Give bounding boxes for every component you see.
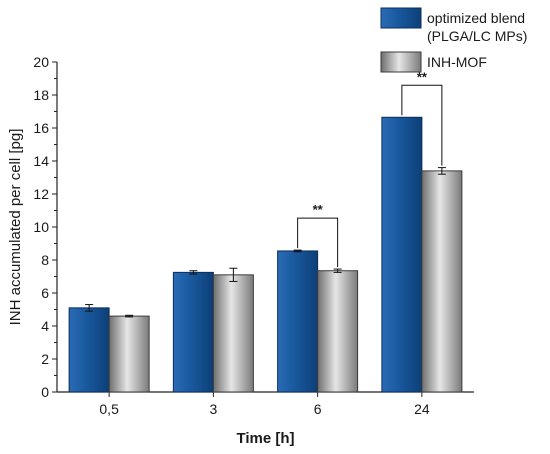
legend-label: optimized blend (PLGA/LC MPs) <box>427 10 527 44</box>
bar-inh-mof <box>108 315 150 393</box>
y-tick-label: 10 <box>33 219 49 235</box>
y-tick-label: 14 <box>33 153 49 169</box>
x-tick-label: 0,5 <box>99 401 119 417</box>
y-tick-label: 18 <box>33 87 49 103</box>
bar-inh-mof <box>421 170 463 393</box>
y-tick-label: 4 <box>41 318 49 334</box>
y-tick-label: 6 <box>41 285 49 301</box>
x-tick-label: 6 <box>314 401 322 417</box>
y-tick-label: 16 <box>33 120 49 136</box>
legend: optimized blend (PLGA/LC MPs) INH-MOF <box>380 7 527 73</box>
y-axis-label: INH accumulated per cell [pg] <box>7 129 24 326</box>
significance-label: ** <box>313 202 324 217</box>
legend-swatch-optimized-blend <box>380 7 422 29</box>
bar-optimized-blend <box>68 307 110 393</box>
y-tick-label: 20 <box>33 54 49 70</box>
significance-label: ** <box>417 69 428 84</box>
x-axis-label: Time [h] <box>236 430 294 447</box>
bar-optimized-blend <box>277 250 319 393</box>
y-tick-label: 12 <box>33 186 49 202</box>
significance-bracket <box>297 217 339 268</box>
bar-optimized-blend <box>172 271 214 393</box>
significance-bracket <box>401 84 443 166</box>
bar-optimized-blend <box>381 116 423 393</box>
y-tick-label: 2 <box>41 351 49 367</box>
bar-inh-mof <box>212 274 254 393</box>
x-tick-label: 3 <box>209 401 217 417</box>
legend-swatch-inh-mof <box>380 51 422 73</box>
bar-inh-mof <box>317 270 359 393</box>
y-tick-label: 8 <box>41 252 49 268</box>
x-tick-label: 24 <box>414 401 430 417</box>
legend-label: INH-MOF <box>427 54 487 70</box>
y-tick-label: 0 <box>41 384 49 400</box>
